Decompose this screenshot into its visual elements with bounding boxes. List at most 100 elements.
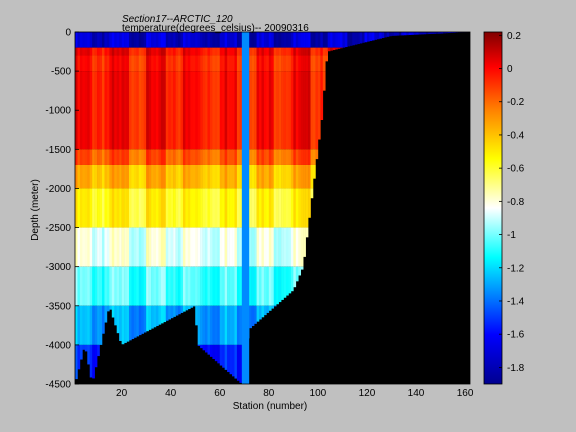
heatmap-cell: [82, 227, 86, 267]
heatmap-cell: [192, 305, 196, 307]
heatmap-cell: [197, 71, 201, 150]
heatmap-cell: [187, 71, 191, 150]
heatmap-cell: [148, 47, 152, 56]
heatmap-cell: [310, 149, 314, 165]
surface-layer-cell: [391, 32, 395, 36]
surface-layer-cell: [374, 32, 378, 40]
heatmap-cell: [217, 71, 221, 150]
heatmap-cell: [276, 71, 279, 150]
heatmap-cell: [94, 47, 98, 56]
surface-layer-cell: [111, 32, 115, 48]
heatmap-cell: [151, 164, 154, 189]
heatmap-cell: [217, 227, 221, 267]
heatmap-cell: [276, 266, 279, 305]
heatmap-cell: [295, 164, 299, 189]
heatmap-cell: [141, 188, 144, 228]
heatmap-cell: [180, 227, 184, 267]
heatmap-cell: [92, 227, 95, 267]
heatmap-cell: [232, 71, 235, 150]
heatmap-cell: [173, 188, 176, 228]
surface-layer-cell: [116, 32, 120, 48]
heatmap-cell: [136, 71, 140, 150]
surface-layer-cell: [136, 32, 140, 48]
heatmap-cell: [254, 55, 257, 72]
heatmap-cell: [249, 305, 252, 329]
heatmap-cell: [116, 305, 120, 334]
heatmap-cell: [249, 188, 252, 228]
heatmap-cell: [293, 55, 297, 72]
heatmap-cell: [121, 164, 125, 189]
heatmap-cell: [77, 164, 81, 189]
heatmap-cell: [163, 266, 167, 306]
heatmap-cell: [153, 164, 157, 189]
heatmap-cell: [192, 71, 196, 150]
heatmap-cell: [146, 71, 149, 150]
heatmap-cell: [273, 305, 277, 307]
surface-layer-cell: [163, 32, 167, 48]
heatmap-cell: [227, 47, 230, 56]
heatmap-cell: [165, 164, 169, 189]
heatmap-cell: [325, 55, 329, 62]
heatmap-cell: [185, 188, 189, 228]
heatmap-cell: [165, 188, 169, 228]
heatmap-cell: [308, 188, 311, 218]
surface-layer-cell: [389, 32, 392, 37]
heatmap-cell: [143, 164, 147, 189]
heatmap-cell: [89, 47, 93, 56]
heatmap-cell: [178, 266, 181, 306]
heatmap-cell: [298, 47, 302, 56]
heatmap-cell: [236, 266, 240, 306]
heatmap-cell: [151, 266, 154, 306]
heatmap-cell: [148, 164, 152, 189]
heatmap-cell: [197, 55, 201, 72]
heatmap-cell: [114, 71, 118, 150]
heatmap-cell: [293, 47, 297, 56]
heatmap-cell: [298, 55, 302, 72]
heatmap-cell: [89, 55, 93, 72]
heatmap-cell: [261, 71, 265, 150]
heatmap-cell: [155, 305, 159, 326]
heatmap-cell: [278, 71, 282, 150]
heatmap-cell: [92, 188, 95, 228]
heatmap-cell: [268, 305, 272, 311]
heatmap-cell: [305, 47, 309, 56]
heatmap-cell: [75, 149, 78, 165]
heatmap-cell: [192, 188, 196, 228]
heatmap-cell: [290, 164, 294, 189]
heatmap-cell: [298, 188, 302, 228]
surface-layer-cell: [138, 32, 142, 48]
surface-layer-cell: [222, 32, 225, 48]
surface-layer-cell: [398, 32, 402, 36]
heatmap-cell: [222, 305, 225, 345]
heatmap-cell: [109, 188, 113, 228]
heatmap-cell: [266, 305, 270, 313]
heatmap-cell: [175, 47, 179, 56]
surface-layer-cell: [259, 32, 262, 48]
heatmap-cell: [136, 227, 140, 267]
heatmap-cell: [146, 149, 149, 165]
heatmap-cell: [114, 149, 118, 165]
heatmap-cell: [168, 164, 171, 189]
heatmap-cell: [151, 47, 154, 56]
heatmap-cell: [232, 188, 235, 228]
heatmap-cell: [77, 305, 81, 345]
heatmap-cell: [158, 164, 162, 189]
heatmap-cell: [116, 227, 120, 267]
heatmap-cell: [126, 227, 130, 267]
heatmap-cell: [180, 71, 184, 150]
heatmap-cell: [111, 227, 115, 267]
heatmap-cell: [256, 47, 260, 56]
surface-layer-cell: [109, 32, 113, 48]
heatmap-cell: [308, 47, 311, 56]
colorbar: 0.2 0 -0.2 -0.4 -0.6 -0.8 -1 -1.2 -1.4 -1.6 -1.8: [483, 31, 525, 385]
heatmap-cell: [185, 47, 189, 56]
heatmap-cell: [278, 188, 282, 228]
heatmap-cell: [146, 266, 149, 306]
heatmap-cell: [285, 266, 289, 296]
heatmap-cell: [317, 71, 321, 140]
heatmap-cell: [155, 227, 159, 267]
heatmap-cell: [271, 149, 275, 165]
heatmap-cell: [138, 47, 142, 56]
heatmap-cell: [77, 55, 81, 72]
heatmap-cell: [185, 55, 189, 72]
